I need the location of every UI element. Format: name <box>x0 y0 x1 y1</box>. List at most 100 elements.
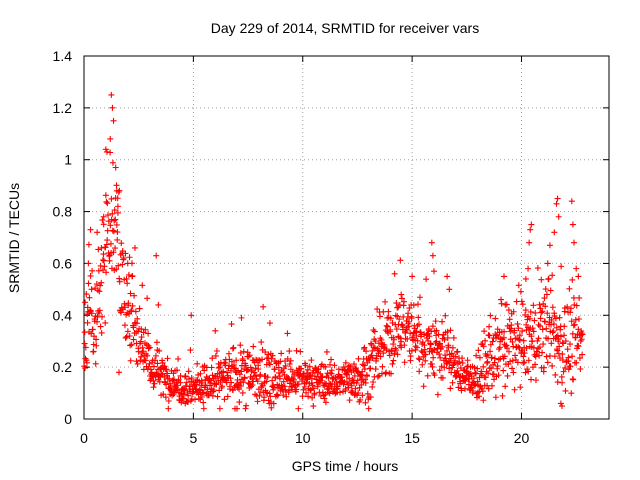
data-point <box>514 320 521 327</box>
data-point <box>497 335 504 342</box>
data-point <box>193 385 200 392</box>
data-point <box>100 257 107 264</box>
data-point <box>444 334 451 341</box>
data-point <box>442 312 449 319</box>
data-point <box>431 268 437 275</box>
data-point <box>414 337 421 344</box>
data-point <box>231 361 238 368</box>
data-point <box>558 373 565 380</box>
plot-frame <box>83 55 610 420</box>
data-point <box>299 393 306 400</box>
data-point <box>208 364 215 371</box>
data-point <box>98 279 105 286</box>
data-point <box>144 352 151 359</box>
data-point <box>282 362 289 369</box>
data-point <box>114 236 121 243</box>
data-point <box>146 344 153 351</box>
data-point <box>266 390 273 397</box>
data-point <box>93 336 100 343</box>
data-point <box>109 159 116 166</box>
data-point <box>104 200 111 207</box>
data-point <box>511 386 518 393</box>
data-point <box>152 352 159 359</box>
data-point <box>389 360 396 367</box>
data-point <box>263 378 270 385</box>
data-point <box>127 342 134 349</box>
data-point <box>93 281 100 288</box>
data-point <box>124 280 131 287</box>
data-point <box>565 366 572 373</box>
data-point <box>543 353 550 360</box>
data-point <box>470 387 477 394</box>
data-point <box>252 365 259 372</box>
data-point <box>280 392 287 399</box>
data-point <box>370 327 377 334</box>
tick-layer <box>83 55 609 420</box>
data-point <box>347 364 354 371</box>
data-point <box>479 388 486 395</box>
data-point <box>521 359 528 366</box>
data-point <box>522 369 529 376</box>
data-point <box>398 338 405 345</box>
data-point <box>447 385 454 392</box>
data-point <box>271 384 278 391</box>
data-point <box>155 301 162 308</box>
data-point <box>351 372 358 379</box>
data-point <box>323 348 330 355</box>
data-point <box>400 324 407 331</box>
data-point <box>129 302 136 309</box>
data-point <box>300 370 307 377</box>
data-point <box>115 262 122 269</box>
data-point <box>193 381 200 388</box>
data-point <box>342 359 349 366</box>
data-point <box>536 344 543 351</box>
data-point <box>415 321 422 328</box>
data-point <box>387 315 394 322</box>
data-point <box>261 394 268 401</box>
data-point <box>500 367 507 374</box>
data-point <box>138 326 145 333</box>
data-point <box>127 290 134 297</box>
data-point <box>527 308 534 315</box>
data-point <box>429 363 436 370</box>
data-point <box>226 362 233 369</box>
data-point <box>539 326 546 333</box>
data-point <box>359 361 366 368</box>
data-point <box>505 348 512 355</box>
data-point <box>439 318 446 325</box>
data-point <box>161 363 168 370</box>
data-point <box>359 392 366 399</box>
data-point <box>534 265 541 272</box>
data-point <box>521 350 528 357</box>
data-point <box>482 337 489 344</box>
data-point <box>428 239 435 246</box>
data-point <box>570 322 577 329</box>
data-point <box>104 237 111 244</box>
data-point <box>242 405 249 412</box>
data-point <box>515 282 522 289</box>
data-point <box>486 332 493 339</box>
data-point <box>304 376 311 383</box>
data-point <box>236 399 243 406</box>
data-point <box>480 397 487 404</box>
data-point <box>577 366 584 373</box>
data-point <box>112 164 119 171</box>
data-point <box>311 390 318 397</box>
data-point <box>569 353 576 360</box>
data-point <box>459 355 466 362</box>
x-tick-labels: 0 5 10 15 20 <box>80 430 529 446</box>
data-point <box>99 313 106 320</box>
data-point <box>209 355 216 362</box>
data-point <box>124 328 131 335</box>
data-point <box>454 348 461 355</box>
data-point <box>96 307 103 314</box>
data-point <box>385 308 392 315</box>
data-point <box>102 146 109 153</box>
data-point <box>416 294 423 301</box>
data-point <box>445 344 452 351</box>
data-point <box>383 322 390 329</box>
data-point <box>362 376 369 383</box>
data-point <box>95 246 102 253</box>
data-point <box>365 405 372 412</box>
data-point <box>539 349 546 356</box>
